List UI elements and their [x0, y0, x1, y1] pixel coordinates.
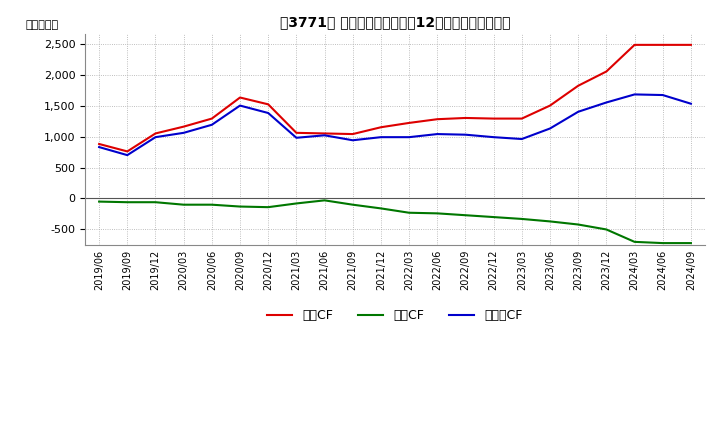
フリーCF [151, 135, 160, 140]
営業CF [235, 95, 244, 100]
Line: 営業CF: 営業CF [99, 45, 691, 151]
営業CF [207, 116, 216, 121]
投資CF [658, 240, 667, 246]
フリーCF [574, 109, 582, 114]
Legend: 営業CF, 投資CF, フリーCF: 営業CF, 投資CF, フリーCF [263, 304, 528, 327]
投資CF [377, 206, 385, 211]
投資CF [602, 227, 611, 232]
営業CF [348, 132, 357, 137]
営業CF [320, 131, 329, 136]
フリーCF [630, 92, 639, 97]
営業CF [179, 124, 188, 129]
投資CF [433, 211, 441, 216]
投資CF [574, 222, 582, 227]
投資CF [630, 239, 639, 245]
投資CF [490, 214, 498, 220]
フリーCF [490, 135, 498, 140]
Y-axis label: （百万円）: （百万円） [25, 20, 58, 30]
投資CF [264, 205, 272, 210]
フリーCF [264, 110, 272, 116]
投資CF [687, 240, 696, 246]
フリーCF [546, 126, 554, 131]
営業CF [518, 116, 526, 121]
フリーCF [377, 135, 385, 140]
営業CF [95, 141, 104, 147]
投資CF [179, 202, 188, 207]
営業CF [377, 125, 385, 130]
投資CF [405, 210, 413, 216]
投資CF [151, 200, 160, 205]
投資CF [207, 202, 216, 207]
営業CF [546, 103, 554, 108]
営業CF [292, 130, 301, 136]
フリーCF [658, 92, 667, 98]
営業CF [461, 115, 469, 121]
Title: ［3771］ キャッシュフローの12か月移動合計の推移: ［3771］ キャッシュフローの12か月移動合計の推移 [280, 15, 510, 29]
フリーCF [518, 136, 526, 142]
営業CF [433, 117, 441, 122]
投資CF [348, 202, 357, 207]
投資CF [123, 200, 132, 205]
フリーCF [461, 132, 469, 137]
営業CF [405, 120, 413, 125]
Line: 投資CF: 投資CF [99, 200, 691, 243]
営業CF [264, 102, 272, 107]
フリーCF [95, 144, 104, 150]
フリーCF [348, 138, 357, 143]
フリーCF [433, 132, 441, 137]
投資CF [461, 213, 469, 218]
投資CF [518, 216, 526, 222]
フリーCF [179, 130, 188, 136]
フリーCF [123, 153, 132, 158]
フリーCF [292, 135, 301, 140]
投資CF [320, 198, 329, 203]
フリーCF [207, 122, 216, 128]
営業CF [490, 116, 498, 121]
投資CF [292, 201, 301, 206]
Line: フリーCF: フリーCF [99, 95, 691, 155]
営業CF [602, 69, 611, 74]
フリーCF [320, 133, 329, 138]
営業CF [123, 149, 132, 154]
フリーCF [235, 103, 244, 108]
営業CF [151, 131, 160, 136]
投資CF [235, 204, 244, 209]
営業CF [630, 42, 639, 48]
営業CF [658, 42, 667, 48]
フリーCF [405, 135, 413, 140]
投資CF [95, 199, 104, 204]
フリーCF [602, 100, 611, 105]
フリーCF [687, 101, 696, 106]
営業CF [687, 42, 696, 48]
営業CF [574, 83, 582, 88]
投資CF [546, 219, 554, 224]
